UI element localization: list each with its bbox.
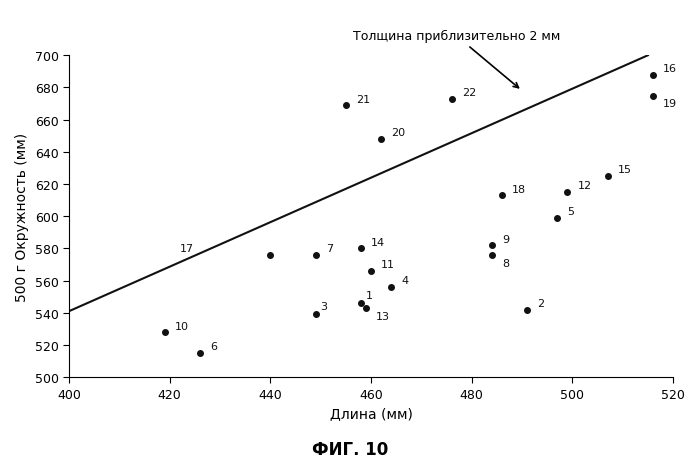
Point [486, 251, 498, 259]
Text: 22: 22 [461, 88, 476, 98]
Text: 1: 1 [366, 290, 373, 300]
Text: 5: 5 [567, 207, 574, 217]
Text: 20: 20 [391, 128, 405, 138]
Point [159, 329, 170, 336]
Text: 17: 17 [180, 244, 194, 254]
Point [561, 189, 573, 196]
Text: Толщина приблизительно 2 мм: Толщина приблизительно 2 мм [353, 30, 560, 88]
Text: 14: 14 [371, 238, 385, 247]
Point [195, 350, 206, 357]
Point [365, 268, 377, 275]
Point [375, 136, 386, 144]
Point [386, 284, 397, 291]
Point [648, 72, 659, 79]
Point [356, 300, 367, 307]
Point [486, 242, 498, 250]
Text: 13: 13 [376, 311, 390, 321]
Text: 12: 12 [578, 181, 592, 191]
Text: 19: 19 [663, 99, 677, 109]
Point [340, 102, 351, 110]
X-axis label: Длина (мм): Длина (мм) [330, 407, 412, 420]
Point [446, 96, 457, 103]
Text: ФИГ. 10: ФИГ. 10 [312, 440, 388, 458]
Text: 21: 21 [356, 94, 370, 104]
Text: 11: 11 [381, 260, 395, 270]
Text: 16: 16 [663, 64, 677, 74]
Point [648, 93, 659, 100]
Text: 15: 15 [617, 165, 631, 175]
Point [522, 306, 533, 313]
Text: 8: 8 [502, 258, 509, 268]
Text: 9: 9 [502, 234, 509, 244]
Point [310, 251, 321, 259]
Point [310, 311, 321, 319]
Text: 6: 6 [210, 342, 217, 352]
Text: 3: 3 [321, 301, 328, 312]
Text: 10: 10 [175, 321, 189, 331]
Text: 4: 4 [401, 276, 408, 286]
Text: 18: 18 [512, 184, 526, 194]
Y-axis label: 500 г Окружность (мм): 500 г Окружность (мм) [15, 132, 29, 301]
Point [265, 251, 276, 259]
Point [356, 245, 367, 253]
Text: 2: 2 [537, 298, 545, 308]
Point [602, 173, 613, 180]
Text: 7: 7 [326, 244, 332, 254]
Point [496, 192, 507, 200]
Point [360, 305, 372, 312]
Point [552, 215, 563, 222]
